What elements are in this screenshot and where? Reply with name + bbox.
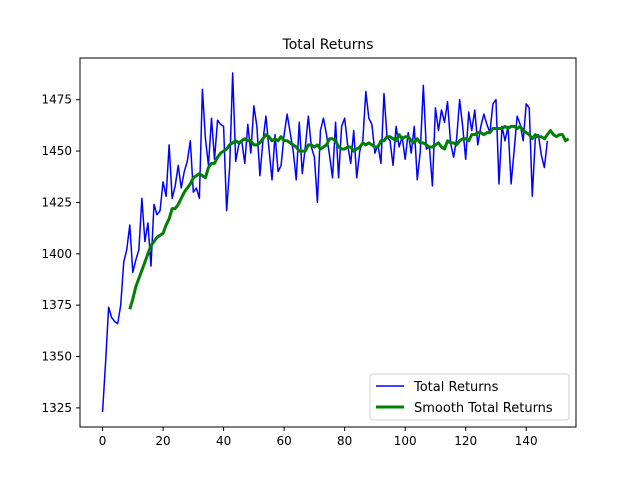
x-tick-label: 100 — [394, 434, 417, 448]
legend-label-smooth-total-returns: Smooth Total Returns — [414, 401, 553, 416]
y-tick-label: 1400 — [41, 247, 72, 261]
y-tick-label: 1375 — [41, 298, 72, 312]
y-tick-label: 1350 — [41, 350, 72, 364]
y-tick-label: 1425 — [41, 195, 72, 209]
y-tick-label: 1325 — [41, 401, 72, 415]
y-tick-label: 1475 — [41, 93, 72, 107]
x-tick-label: 0 — [99, 434, 107, 448]
series-line-total-returns — [101, 72, 549, 413]
legend-box — [369, 373, 570, 421]
legend: Total Returns Smooth Total Returns — [369, 373, 570, 421]
axes-frame — [79, 57, 577, 428]
series-line-smooth-total-returns — [128, 124, 570, 310]
plot-area — [79, 57, 577, 428]
x-tick-label: 60 — [276, 434, 291, 448]
chart-title: Total Returns — [282, 37, 374, 53]
x-tick-label: 120 — [454, 434, 477, 448]
axis-ticks: 0 20 40 60 80 100 120 140 1325 1350 1375 1400 1425 14… — [41, 93, 537, 448]
x-tick-label: 20 — [155, 434, 170, 448]
legend-label-total-returns: Total Returns — [413, 380, 499, 395]
series-layer — [101, 72, 570, 413]
x-tick-label: 80 — [337, 434, 352, 448]
x-tick-label: 140 — [515, 434, 538, 448]
x-tick-label: 40 — [216, 434, 231, 448]
y-tick-label: 1450 — [41, 144, 72, 158]
